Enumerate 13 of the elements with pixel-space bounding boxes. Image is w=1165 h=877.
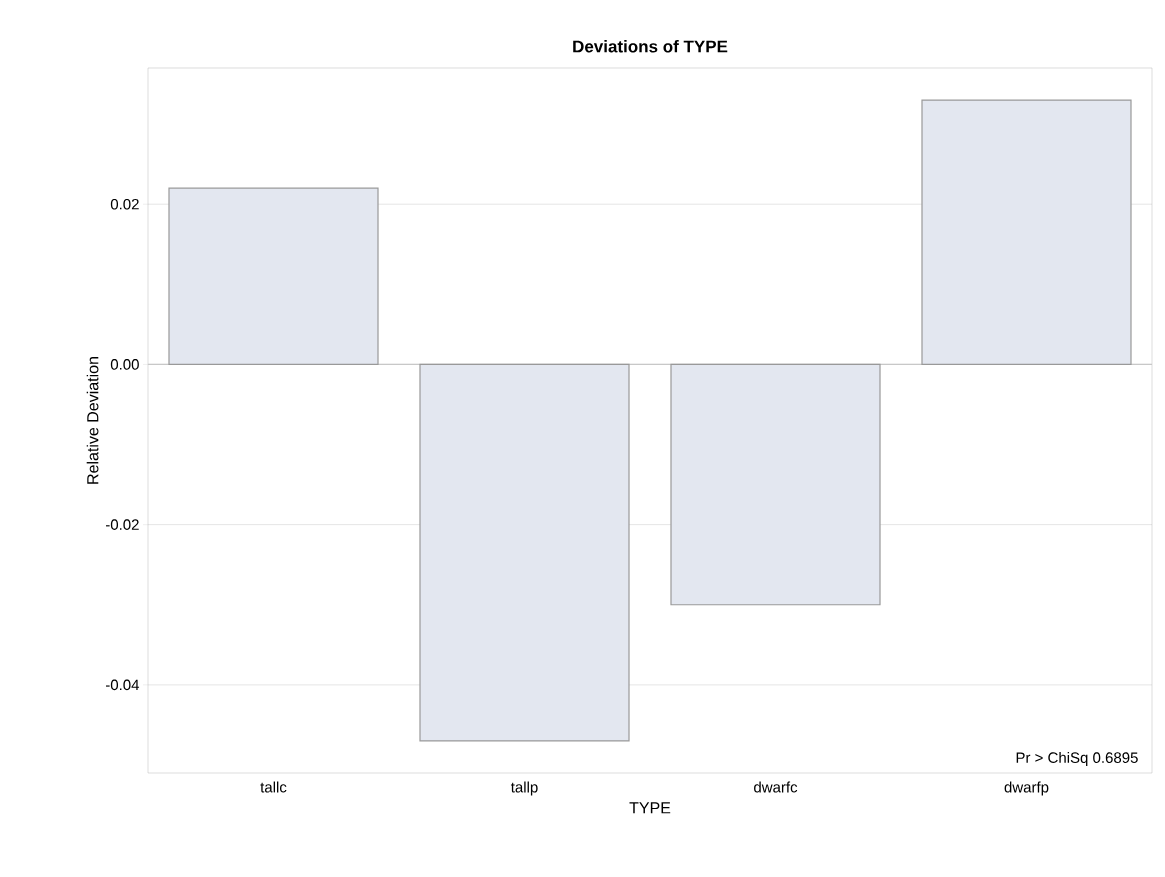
y-tick-label: -0.02: [105, 519, 139, 530]
y-tick-label: 0.00: [110, 359, 139, 370]
x-tick-label: tallc: [260, 781, 287, 793]
chart-title: Deviations of TYPE: [573, 40, 728, 53]
annotation: Pr > ChiSq 0.6895: [1016, 751, 1138, 766]
bar: [670, 363, 881, 606]
y-tick-label: -0.04: [105, 679, 140, 691]
y-tick-label: 0.02: [110, 198, 139, 210]
x-axis-title: TYPE: [629, 802, 671, 814]
x-tick-label: tallp: [510, 781, 538, 796]
x-tick-label: dwarfp: [1004, 781, 1049, 796]
y-axis-title: Relative Deviation: [86, 357, 99, 484]
x-tick-label: dwarfc: [754, 781, 798, 793]
